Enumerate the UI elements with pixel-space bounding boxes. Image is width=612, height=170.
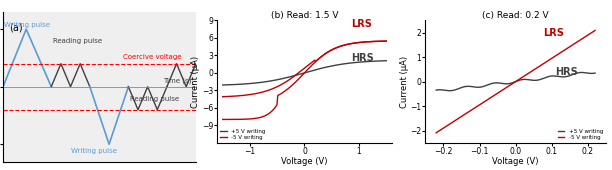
X-axis label: Voltage (V): Voltage (V) [282,157,327,166]
Y-axis label: Current (μA): Current (μA) [192,56,201,108]
+5 V writing [284,76,291,79]
-5 V writing [233,95,241,97]
+5 V writing [585,72,592,74]
-5 V writing [382,40,390,42]
+5 V writing [433,89,440,91]
+5 V writing [591,72,599,74]
Text: Coercive voltage: Coercive voltage [122,54,181,60]
Text: Writing pulse: Writing pulse [70,148,116,154]
+5 V writing [239,83,246,85]
Title: (b) Read: 1.5 V: (b) Read: 1.5 V [271,11,338,20]
-5 V writing [475,105,482,107]
+5 V writing [338,63,345,65]
Title: (c) Read: 0.2 V: (c) Read: 0.2 V [482,11,549,20]
-5 V writing [583,35,591,37]
Text: Writing pulse: Writing pulse [4,22,50,28]
-5 V writing [339,45,346,47]
+5 V writing [463,85,470,87]
-5 V writing [591,29,599,31]
Text: LRS: LRS [543,28,564,38]
-5 V writing [227,95,234,97]
-5 V writing [578,38,585,40]
-5 V writing [433,132,440,134]
+5 V writing [382,60,390,62]
-5 V writing [373,40,380,42]
Text: Reading pulse: Reading pulse [130,96,179,101]
+5 V writing [272,79,280,81]
Text: Reading pulse: Reading pulse [53,38,102,44]
+5 V writing [578,71,585,73]
+5 V writing [219,84,226,86]
+5 V writing [476,86,483,88]
X-axis label: Voltage (V): Voltage (V) [493,157,539,166]
Text: LRS: LRS [351,19,371,29]
-5 V writing [442,126,449,128]
-5 V writing [352,42,359,44]
Legend: +5 V writing, -5 V writing: +5 V writing, -5 V writing [220,129,266,140]
-5 V writing [219,96,226,98]
-5 V writing [439,128,446,130]
+5 V writing [439,89,446,91]
Line: +5 V writing: +5 V writing [436,72,595,91]
+5 V writing [337,63,345,65]
+5 V writing [322,66,329,68]
-5 V writing [376,40,383,42]
Text: HRS: HRS [351,53,373,63]
Line: -5 V writing: -5 V writing [436,30,595,133]
Text: HRS: HRS [555,67,578,78]
+5 V writing [446,90,453,92]
-5 V writing [462,113,469,115]
Legend: +5 V writing, -5 V writing: +5 V writing, -5 V writing [558,129,603,140]
Line: -5 V writing: -5 V writing [223,41,386,97]
+5 V writing [442,89,449,91]
Line: +5 V writing: +5 V writing [223,61,386,85]
+5 V writing [580,72,587,74]
Text: Time (s): Time (s) [163,77,192,84]
Text: (a): (a) [9,22,23,32]
Y-axis label: Current (μA): Current (μA) [400,56,409,108]
